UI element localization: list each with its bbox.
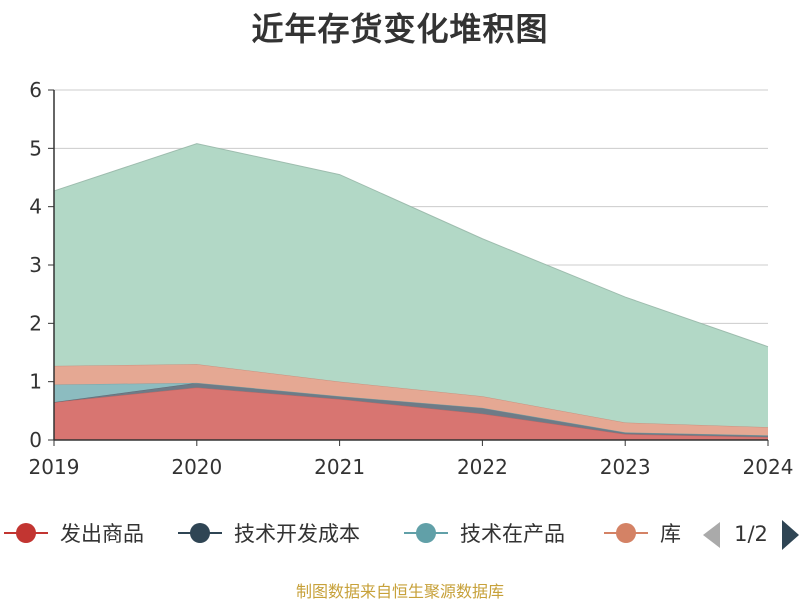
x-tick-label: 2024 [743, 455, 794, 479]
area-edge-5 [53, 143, 769, 348]
y-tick-label: 6 [29, 78, 42, 102]
y-tick-label: 1 [29, 370, 42, 394]
chart-title: 近年存货变化堆积图 [251, 10, 549, 48]
legend-label: 库 [660, 522, 681, 546]
legend-page-indicator: 1/2 [734, 522, 768, 546]
area-series [53, 143, 769, 440]
x-tick-label: 2022 [457, 455, 508, 479]
source-note: 制图数据来自恒生聚源数据库 [295, 582, 504, 601]
legend-marker [190, 523, 210, 543]
axes: 0 1 2 3 4 5 6 2019 2020 2021 2022 2023 2024 [29, 78, 794, 479]
x-tick-label: 2020 [171, 455, 222, 479]
y-tick-label: 0 [29, 428, 42, 452]
legend-label: 发出商品 [60, 522, 144, 546]
area-series-1 [54, 387, 768, 440]
x-tick-label: 2023 [600, 455, 651, 479]
legend: 发出商品 技术开发成本 技术在产品 库 1/2 [4, 520, 799, 550]
legend-marker [416, 523, 436, 543]
legend-marker [616, 523, 636, 543]
y-tick-label: 3 [29, 253, 42, 277]
legend-label: 技术在产品 [460, 522, 565, 546]
legend-label: 技术开发成本 [234, 522, 360, 546]
area-edge-4 [53, 363, 769, 428]
area-series-5 [54, 143, 768, 428]
legend-marker [16, 523, 36, 543]
legend-next-arrow-icon[interactable] [782, 520, 799, 550]
y-tick-label: 2 [29, 311, 42, 335]
y-tick-label: 4 [29, 195, 42, 219]
legend-prev-arrow-icon[interactable] [703, 522, 720, 548]
area-series-3 [54, 382, 768, 436]
x-tick-label: 2021 [314, 455, 365, 479]
area-series-4 [54, 364, 768, 436]
y-tick-label: 5 [29, 136, 42, 160]
x-tick-label: 2019 [29, 455, 80, 479]
